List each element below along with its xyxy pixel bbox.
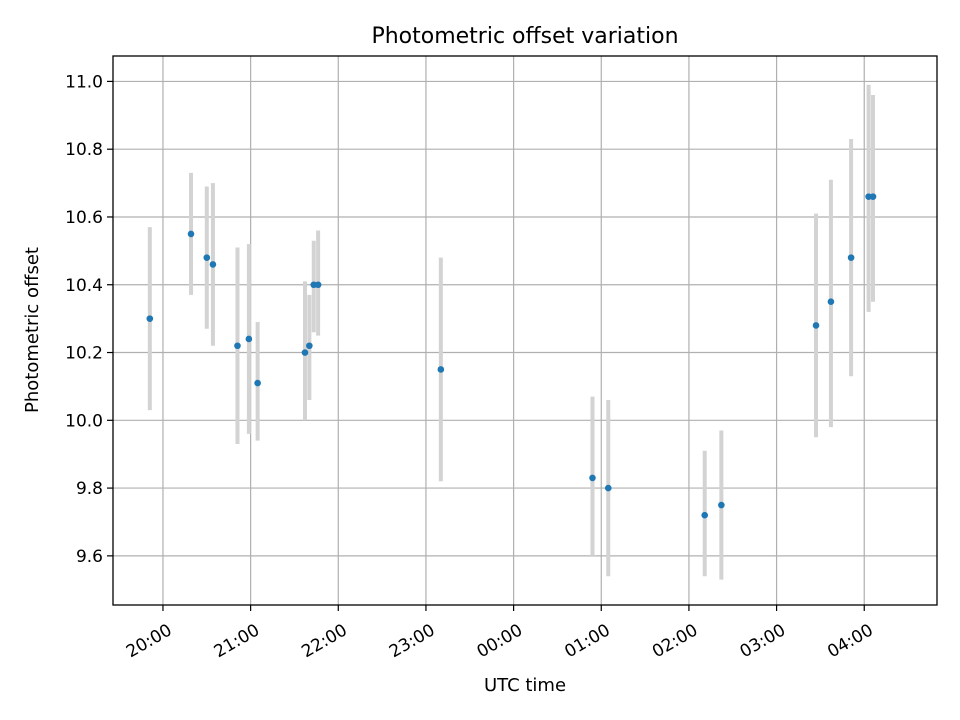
y-tick-label: 10.4 bbox=[65, 276, 103, 296]
data-point bbox=[812, 322, 820, 329]
y-tick-label: 10.2 bbox=[65, 344, 103, 364]
data-point bbox=[589, 474, 596, 482]
y-tick-label: 10.6 bbox=[65, 208, 103, 228]
data-point bbox=[701, 511, 709, 519]
data-point bbox=[306, 342, 313, 350]
data-point bbox=[301, 349, 309, 356]
x-axis-label: UTC time bbox=[484, 675, 566, 696]
data-points bbox=[146, 193, 877, 519]
data-point bbox=[827, 298, 835, 305]
data-point bbox=[718, 501, 725, 509]
y-axis-ticks: 9.6 9.8 10.0 10.2 10.4 10.6 10.8 11.0 bbox=[65, 72, 113, 567]
plot-frame bbox=[112, 55, 938, 606]
data-point bbox=[234, 342, 241, 350]
data-point bbox=[254, 379, 261, 387]
y-tick-label: 10.0 bbox=[65, 411, 103, 431]
chart-title: Photometric offset variation bbox=[371, 24, 678, 49]
data-point bbox=[209, 261, 217, 268]
data-point bbox=[203, 254, 211, 261]
y-tick-label: 9.8 bbox=[76, 479, 103, 499]
y-tick-label: 9.6 bbox=[76, 547, 103, 567]
data-point bbox=[187, 230, 195, 238]
y-tick-label: 11.0 bbox=[65, 72, 103, 92]
data-point bbox=[847, 254, 855, 261]
y-tick-label: 10.8 bbox=[65, 140, 103, 160]
data-point bbox=[869, 193, 877, 200]
data-point bbox=[146, 315, 154, 322]
data-point bbox=[437, 366, 445, 373]
data-point bbox=[604, 484, 612, 492]
data-point bbox=[245, 335, 253, 343]
data-point bbox=[314, 281, 322, 289]
y-axis-label: Photometric offset bbox=[22, 247, 43, 413]
